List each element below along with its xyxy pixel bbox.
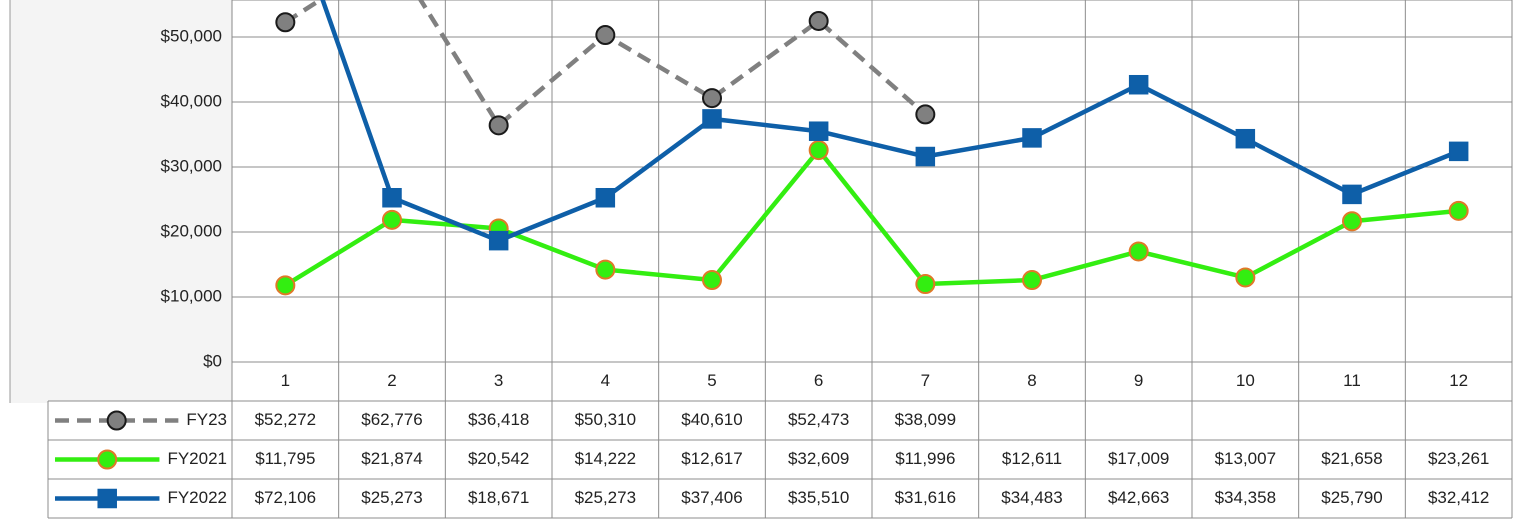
marker	[1235, 267, 1256, 288]
x-tick-label: 5	[707, 371, 716, 390]
marker	[915, 146, 936, 167]
marker	[808, 10, 829, 31]
marker	[702, 88, 722, 109]
marker	[1448, 200, 1469, 221]
marker	[1448, 141, 1469, 162]
x-tick-label: 7	[921, 371, 930, 390]
series-line	[284, 147, 1459, 288]
marker	[382, 209, 402, 230]
x-tick-label: 6	[814, 371, 823, 390]
table-cell: $62,776	[361, 410, 422, 429]
marker	[1342, 211, 1362, 232]
table-cell: $13,007	[1215, 449, 1276, 468]
table-cell: $52,272	[255, 410, 316, 429]
marker	[1342, 184, 1362, 205]
table-cell: $14,222	[575, 449, 636, 468]
x-tick-label: 1	[281, 371, 290, 390]
table-cell: $36,418	[468, 410, 529, 429]
table-cell: $40,610	[681, 410, 742, 429]
legend-label: FY2021	[167, 449, 227, 468]
marker	[808, 140, 829, 161]
table-cell: $25,273	[575, 488, 636, 507]
marker	[488, 230, 509, 251]
marker	[488, 115, 509, 136]
x-tick-label: 3	[494, 371, 503, 390]
y-tick-label: $0	[203, 351, 222, 370]
table-cell: $12,611	[1002, 449, 1062, 468]
marker	[595, 259, 616, 280]
table-cell: $23,261	[1428, 449, 1489, 468]
table-cell: $38,099	[895, 410, 956, 429]
marker	[382, 187, 402, 208]
table-cell: $32,609	[788, 449, 849, 468]
marker	[275, 12, 296, 33]
y-tick-label: $30,000	[161, 157, 222, 176]
table-cell: $21,874	[361, 449, 422, 468]
plot-series	[275, 0, 1469, 296]
x-tick-label: 8	[1027, 371, 1036, 390]
table-cell: $11,795	[255, 449, 315, 468]
table-cell: $50,310	[575, 410, 636, 429]
x-tick-label: 11	[1343, 371, 1361, 390]
y-tick-label: $50,000	[161, 27, 222, 46]
y-tick-label: $10,000	[161, 286, 222, 305]
x-tick-label: 4	[601, 371, 610, 390]
legend-label: FY23	[186, 410, 227, 429]
table-cell: $12,617	[681, 449, 742, 468]
table-cell: $32,412	[1428, 488, 1489, 507]
marker	[1128, 74, 1149, 95]
series-line	[320, 0, 1460, 243]
table-cell: $37,406	[681, 488, 742, 507]
marker	[915, 274, 936, 295]
table-cell: $21,658	[1321, 449, 1382, 468]
marker	[97, 449, 118, 470]
table-cell: $34,483	[1001, 488, 1062, 507]
y-tick-label: $20,000	[161, 222, 222, 241]
table-cell: $20,542	[468, 449, 529, 468]
legend-label: FY2022	[167, 488, 227, 507]
table-cell: $31,616	[895, 488, 956, 507]
table-cell: $42,663	[1108, 488, 1169, 507]
marker	[702, 109, 722, 129]
table-cell: $25,790	[1321, 488, 1382, 507]
table-cell: $11,996	[895, 449, 955, 468]
table-cell: $35,510	[788, 488, 849, 507]
marker	[1022, 128, 1042, 148]
marker	[1022, 270, 1042, 291]
x-tick-label: 12	[1449, 371, 1468, 390]
y-tick-label: $40,000	[161, 92, 222, 111]
marker	[808, 121, 829, 141]
marker	[702, 270, 722, 291]
table-cell: $18,671	[468, 488, 529, 507]
table-cell: $52,473	[788, 410, 849, 429]
marker	[275, 275, 296, 296]
table-cell: $34,358	[1215, 488, 1276, 507]
marker	[595, 187, 616, 208]
table-cell: $17,009	[1108, 449, 1169, 468]
table-cell: $25,273	[361, 488, 422, 507]
marker	[915, 104, 936, 125]
table-cell: $72,106	[255, 488, 316, 507]
x-tick-label: 2	[387, 371, 396, 390]
chart-area-left	[10, 0, 232, 403]
marker	[106, 410, 127, 431]
marker	[595, 25, 616, 46]
marker	[97, 488, 117, 509]
data-table-bg	[48, 401, 1512, 518]
marker	[1128, 241, 1149, 262]
marker	[1235, 128, 1256, 149]
x-tick-label: 9	[1134, 371, 1143, 390]
x-tick-label: 10	[1236, 371, 1255, 390]
